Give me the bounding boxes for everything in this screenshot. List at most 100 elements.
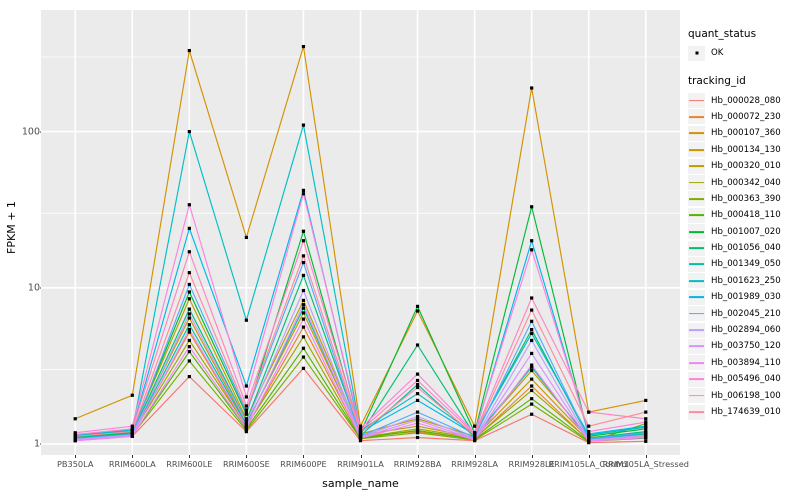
legend-key-line-icon	[688, 306, 705, 322]
y-axis-tick-label: 100	[21, 126, 40, 138]
legend-item-label: Hb_000107_360	[711, 128, 781, 139]
legend-item-label: Hb_005496_040	[711, 374, 781, 385]
legend-item-label: Hb_000363_390	[711, 193, 781, 204]
x-axis-tick-mark	[246, 455, 248, 458]
line-swatch-icon	[689, 99, 704, 102]
x-axis-tick-label: RRIM928BA	[393, 459, 442, 469]
line-swatch-icon	[689, 116, 704, 118]
x-axis-tick-mark	[417, 455, 419, 458]
legend-item-label: Hb_001349_050	[711, 259, 781, 270]
line-swatch-icon	[689, 329, 704, 331]
legend-item-label: Hb_001056_040	[711, 243, 781, 254]
legend-item-label: Hb_002045_210	[711, 308, 781, 319]
legend-key-line-icon	[688, 93, 705, 109]
legend-item-tracking-id[interactable]: Hb_002045_210	[688, 305, 800, 322]
legend-item-label: Hb_000134_130	[711, 144, 781, 155]
legend-item-tracking-id[interactable]: Hb_000107_360	[688, 125, 800, 141]
legend-item-label: Hb_000028_080	[711, 95, 781, 106]
x-axis-tick-label: PB350LA	[56, 459, 94, 469]
quant-status-legend-title: quant_status	[688, 28, 757, 40]
legend-item-tracking-id[interactable]: Hb_002894_060	[688, 322, 800, 338]
x-axis-tick-mark	[132, 455, 134, 458]
legend-item-tracking-id[interactable]: Hb_001056_040	[688, 240, 800, 256]
legend-item-label: Hb_001623_250	[711, 275, 781, 286]
y-axis: 1 10 100	[18, 0, 43, 455]
quant-status-legend-items: OK	[688, 45, 800, 61]
legend-key-line-icon	[688, 273, 705, 289]
legend-item-tracking-id[interactable]: Hb_005496_040	[688, 371, 800, 387]
legend-item-label: Hb_000418_110	[711, 210, 781, 221]
x-axis-tick-mark	[531, 455, 533, 458]
legend-item-label: Hb_002894_060	[711, 325, 781, 336]
legend-key-line-icon	[688, 125, 705, 141]
line-swatch-icon	[689, 345, 704, 348]
legend-key-line-icon	[688, 175, 705, 191]
line-swatch-icon	[689, 361, 704, 364]
legend-item-tracking-id[interactable]: Hb_001623_250	[688, 273, 800, 289]
legend-item-tracking-id[interactable]: Hb_000363_390	[688, 191, 800, 207]
line-swatch-icon	[689, 247, 704, 249]
point-marker-icon	[695, 51, 698, 55]
legend-key-line-icon	[688, 191, 705, 207]
line-swatch-icon	[689, 165, 704, 168]
legend-key-line-icon	[688, 322, 705, 338]
x-axis-tick-mark	[588, 455, 590, 458]
line-swatch-icon	[689, 181, 704, 184]
legend-key-line-icon	[688, 355, 705, 371]
line-swatch-icon	[689, 148, 704, 151]
x-axis-tick-label: RRIM600LE	[166, 459, 213, 469]
x-axis-tick-mark	[645, 455, 647, 458]
legend-key-line-icon	[688, 158, 705, 174]
legend-key-line-icon	[688, 388, 705, 404]
legend-item-quant-status[interactable]: OK	[688, 45, 800, 61]
legend-item-label: Hb_174639_010	[711, 407, 781, 417]
legend-item-label: Hb_000072_230	[711, 111, 781, 122]
legend-item-tracking-id[interactable]: Hb_001007_020	[688, 224, 800, 240]
legend-item-label: OK	[711, 48, 724, 59]
legend-item-label: Hb_000342_040	[711, 177, 781, 188]
x-axis-tick-label: RRIM600PE	[280, 459, 327, 469]
line-swatch-icon	[689, 312, 704, 315]
legend-item-tracking-id[interactable]: Hb_174639_010	[688, 404, 800, 420]
legend-key-line-icon	[688, 142, 705, 158]
legend-key-point-icon	[688, 45, 705, 61]
legend-item-label: Hb_003894_110	[711, 357, 781, 368]
legend-item-tracking-id[interactable]: Hb_000342_040	[688, 174, 800, 191]
x-axis-tick-label: RRIM105LA_Stressed	[602, 459, 689, 469]
x-axis-tick-label: RRIM928LA	[451, 459, 499, 469]
legend-item-tracking-id[interactable]: Hb_003894_110	[688, 355, 800, 371]
legend-key-line-icon	[688, 240, 705, 256]
legend-key-line-icon	[688, 207, 705, 223]
line-swatch-icon	[689, 394, 704, 397]
line-swatch-icon	[689, 214, 704, 217]
legend-key-line-icon	[688, 256, 705, 272]
legend-spacer	[688, 61, 800, 75]
legend-item-label: Hb_001989_030	[711, 292, 781, 303]
legend: quant_status OK tracking_id Hb_000028_08…	[688, 28, 800, 420]
legend-key-line-icon	[688, 289, 705, 305]
y-axis-tick-label: 10	[27, 282, 40, 294]
line-swatch-icon	[689, 263, 704, 266]
legend-item-tracking-id[interactable]: Hb_000072_230	[688, 109, 800, 125]
legend-key-line-icon	[688, 338, 705, 354]
x-axis-tick-mark	[75, 455, 77, 458]
legend-key-line-icon	[688, 109, 705, 125]
legend-item-tracking-id[interactable]: Hb_001349_050	[688, 256, 800, 272]
x-axis-tick-label: RRIM928LE	[508, 459, 555, 469]
line-swatch-icon	[689, 378, 704, 381]
y-axis-tick-label: 1	[33, 438, 40, 450]
line-swatch-icon	[689, 230, 704, 233]
x-axis-tick-label: RRIM600LA	[108, 459, 156, 469]
legend-item-tracking-id[interactable]: Hb_000134_130	[688, 142, 800, 158]
legend-item-tracking-id[interactable]: Hb_000320_010	[688, 158, 800, 174]
x-axis-tick-mark	[189, 455, 191, 458]
legend-item-tracking-id[interactable]: Hb_001989_030	[688, 289, 800, 305]
legend-item-tracking-id[interactable]: Hb_006198_100	[688, 387, 800, 404]
legend-item-tracking-id[interactable]: Hb_000028_080	[688, 92, 800, 109]
legend-key-line-icon	[688, 371, 705, 387]
legend-key-line-icon	[688, 404, 705, 420]
legend-item-tracking-id[interactable]: Hb_003750_120	[688, 338, 800, 354]
legend-item-tracking-id[interactable]: Hb_000418_110	[688, 207, 800, 223]
x-axis-tick-label: RRIM600SE	[222, 459, 270, 469]
